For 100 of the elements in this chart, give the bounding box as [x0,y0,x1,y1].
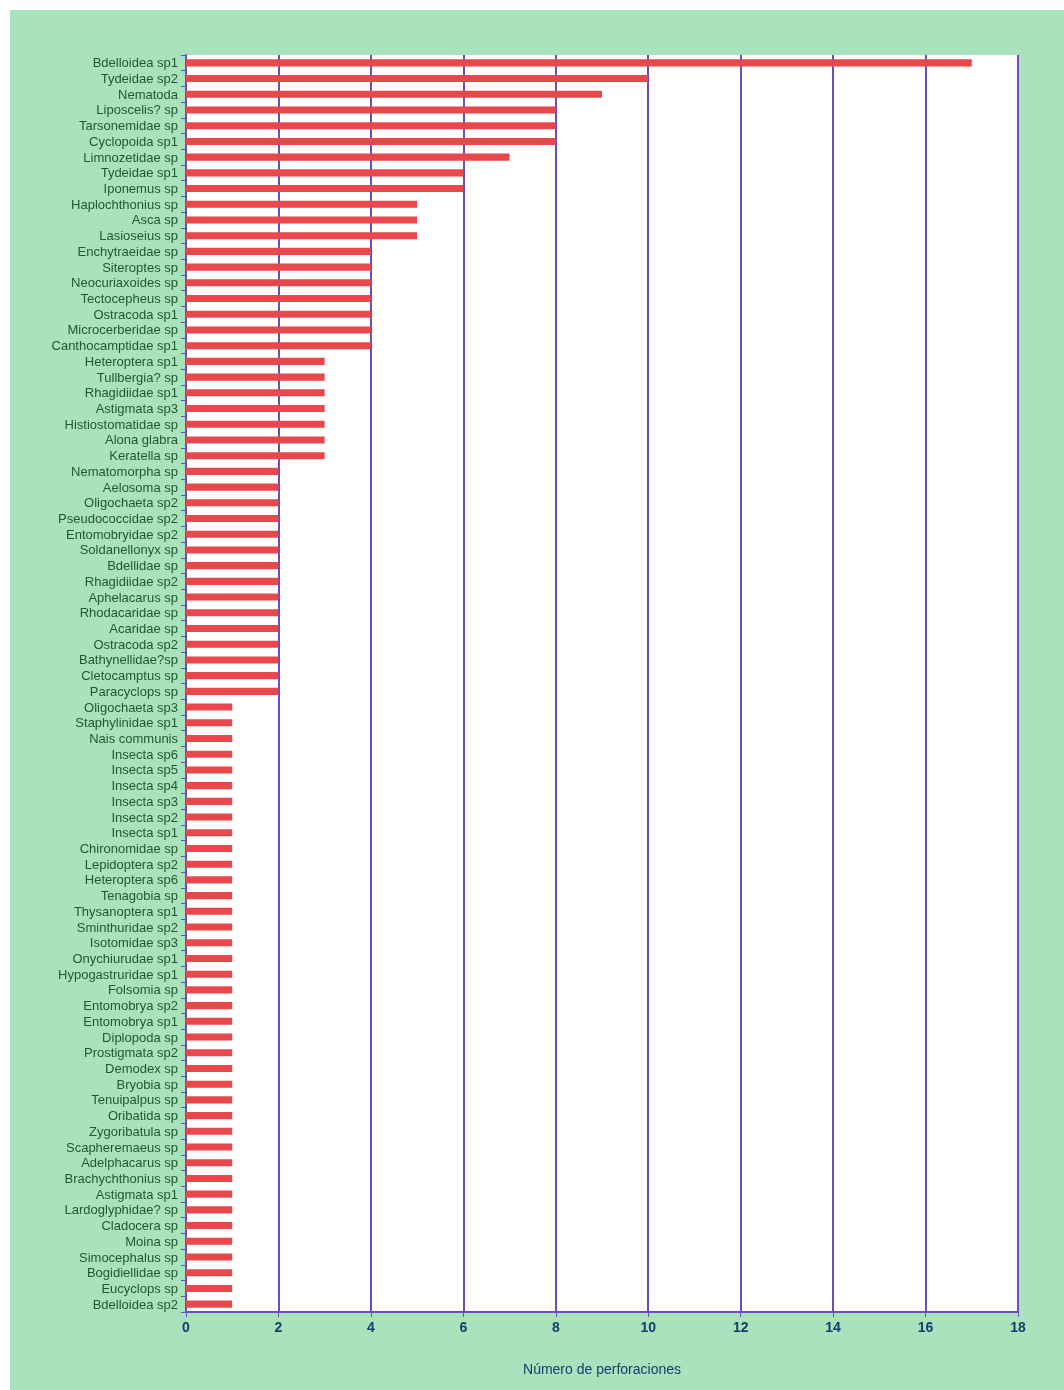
y-tick-label: Bdellidae sp [107,558,178,574]
bar [186,310,371,318]
bar [186,295,371,303]
x-tick-label: 8 [551,1319,560,1335]
y-tick-label: Entomobrya sp2 [83,998,178,1014]
bar [186,577,279,585]
y-tick-label: Ostracoda sp2 [93,636,178,652]
bar [186,279,371,287]
bar [186,860,233,868]
x-tick-label: 18 [1010,1319,1026,1335]
y-tick-label: Asca sp [131,212,178,228]
bar [186,1049,233,1057]
bar [186,1080,233,1088]
bar [186,1222,233,1230]
bar [186,782,233,790]
bar [186,656,279,664]
bar [186,185,464,193]
bar [186,1033,233,1041]
y-tick-label: Insecta sp6 [111,746,178,762]
bar [186,216,418,224]
y-tick-label: Adelphacarus sp [81,1155,178,1171]
bar [186,797,233,805]
y-tick-label: Astigmata sp3 [95,401,178,417]
y-tick-label: Diplopoda sp [102,1029,178,1045]
bar [186,137,556,145]
bar [186,452,325,460]
y-tick-label: Oribatida sp [107,1108,178,1124]
y-tick-label: Entomobryidae sp2 [65,526,178,542]
y-tick-label: Insecta sp3 [111,793,178,809]
bar [186,876,233,884]
bar [186,1112,233,1120]
bar [186,357,325,365]
bar [186,106,556,114]
y-tick-label: Isotomidae sp3 [89,935,178,951]
y-tick-label: Cladocera sp [101,1218,178,1234]
y-tick-label: Cletocamptus sp [81,668,178,684]
y-tick-label: Insecta sp5 [111,762,178,778]
bar [186,1206,233,1214]
y-tick-label: Insecta sp1 [111,825,178,841]
x-tick-label: 12 [732,1319,749,1335]
y-tick-label: Rhagidiidae sp2 [84,573,178,589]
bar [186,247,371,255]
bar [186,907,233,915]
y-tick-label: Tenuipalpus sp [91,1092,178,1108]
bar [186,624,279,633]
y-tick-label: Pseudococcidae sp2 [58,511,178,527]
y-tick-label: Sminthuridae sp2 [76,919,178,935]
y-tick-label: Thysanoptera sp1 [73,903,178,919]
bar [186,122,556,130]
y-tick-label: Keratella sp [109,448,178,464]
bar [186,1237,233,1245]
bar [186,734,233,743]
y-tick-label: Heteroptera sp1 [84,353,178,369]
y-tick-label: Canthocamptidae sp1 [51,338,178,354]
y-tick-label: Tydeidae sp1 [100,165,178,181]
bar [186,562,279,570]
x-tick-label: 16 [917,1319,934,1335]
bar [186,1253,233,1261]
bar [186,232,418,240]
y-tick-label: Aelosoma sp [102,479,178,495]
y-tick-label: Paracyclops sp [89,683,178,699]
bar [186,483,279,491]
bar [186,1284,233,1292]
bar [186,703,233,711]
bar [186,59,972,67]
y-tick-label: Insecta sp2 [111,809,178,825]
bar [186,719,233,727]
y-tick-label: Heteroptera sp6 [84,872,178,888]
y-tick-label: Moina sp [125,1233,178,1249]
y-tick-label: Bdelloidea sp1 [92,55,178,71]
y-tick-label: Soldanellonyx sp [79,542,178,558]
bar [186,420,325,428]
x-axis-title: Número de perforaciones [523,1361,681,1377]
y-tick-label: Oligochaeta sp3 [84,699,178,715]
y-tick-label: Demodex sp [105,1060,178,1076]
bar [186,90,602,98]
y-tick-label: Haplochthonius sp [71,196,178,212]
bar [186,546,279,554]
y-tick-label: Ostracoda sp1 [93,306,178,322]
bar [186,593,279,601]
y-tick-label: Nematomorpha sp [71,463,178,479]
bar [186,687,279,695]
y-tick-label: Tenagobia sp [100,888,178,904]
bar [186,467,279,475]
bar [186,844,233,853]
y-tick-label: Simocephalus sp [79,1249,178,1265]
bar [186,1269,233,1277]
y-tick-label: Zygoribatula sp [89,1123,178,1139]
x-tick-label: 4 [366,1319,375,1335]
y-tick-label: Eucyclops sp [101,1280,178,1296]
bar [186,766,233,774]
y-tick-label: Bathynellidae?sp [78,652,178,668]
bar [186,986,233,994]
y-tick-label: Tullbergia? sp [96,369,178,385]
y-tick-label: Chironomidae sp [79,840,178,856]
bar [186,342,371,350]
y-tick-label: Folsomia sp [107,982,178,998]
bar [186,970,233,978]
bar [186,514,279,523]
bar [186,609,279,617]
